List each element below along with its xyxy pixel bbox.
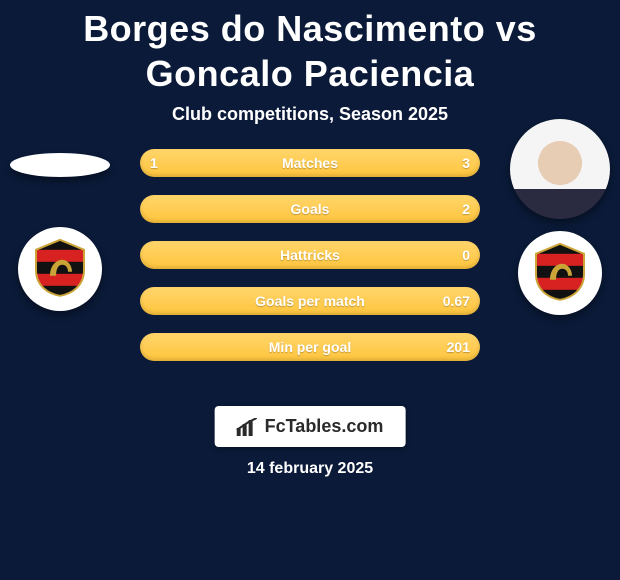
stat-right-value: 3 xyxy=(462,149,470,177)
stat-right-value: 2 xyxy=(462,195,470,223)
stat-right-value: 0 xyxy=(462,241,470,269)
stat-label: Goals xyxy=(140,195,480,223)
stat-label: Hattricks xyxy=(140,241,480,269)
crest-shield-icon xyxy=(32,238,88,298)
crest-shield-icon xyxy=(532,242,588,302)
page-title: Borges do Nascimento vs Goncalo Pacienci… xyxy=(0,0,620,96)
content: 1 Matches 3 Goals 2 Hattricks 0 Goals pe… xyxy=(0,149,620,409)
stat-bar: Goals 2 xyxy=(140,195,480,223)
stat-label: Matches xyxy=(140,149,480,177)
stat-right-value: 201 xyxy=(447,333,470,361)
footer-date: 14 february 2025 xyxy=(0,460,620,478)
stat-bars: 1 Matches 3 Goals 2 Hattricks 0 Goals pe… xyxy=(140,149,480,379)
bar-chart-icon xyxy=(237,418,259,436)
stat-right-value: 0.67 xyxy=(443,287,470,315)
stat-bar: Min per goal 201 xyxy=(140,333,480,361)
player-right-column xyxy=(500,119,620,315)
footer-label: FcTables.com xyxy=(265,416,384,437)
player-right-avatar xyxy=(510,119,610,219)
stat-label: Min per goal xyxy=(140,333,480,361)
player-left-crest xyxy=(18,227,102,311)
player-left-avatar xyxy=(10,153,110,177)
stat-bar: 1 Matches 3 xyxy=(140,149,480,177)
player-right-crest xyxy=(518,231,602,315)
stat-bar: Goals per match 0.67 xyxy=(140,287,480,315)
footer-attribution: FcTables.com xyxy=(215,406,406,447)
stat-label: Goals per match xyxy=(140,287,480,315)
player-left-column xyxy=(0,119,120,311)
stat-bar: Hattricks 0 xyxy=(140,241,480,269)
